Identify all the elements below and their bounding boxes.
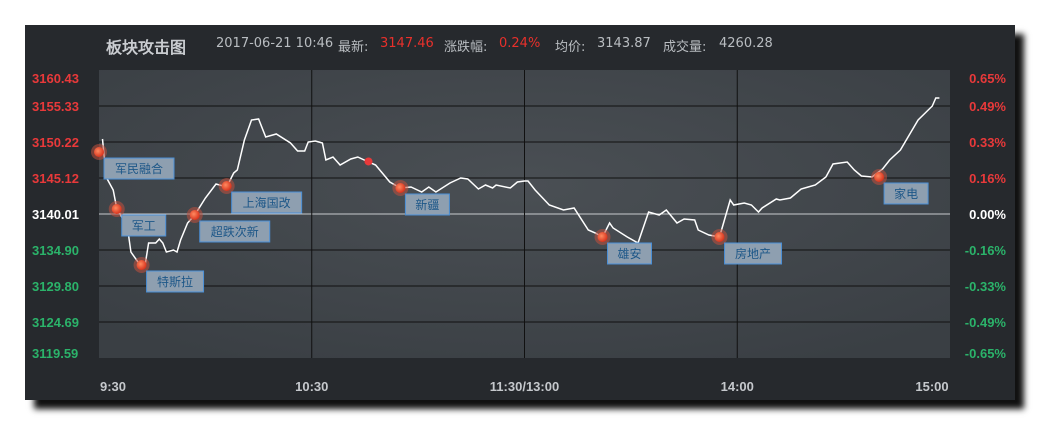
event-label: 上海国改 <box>243 195 291 210</box>
y-tick-label-left: 3124.69 <box>32 315 79 330</box>
event-label-box <box>103 157 175 180</box>
datetime: 2017-06-21 10:46 <box>216 36 334 51</box>
event-label: 房地产 <box>735 246 771 261</box>
event-label: 新疆 <box>415 197 439 212</box>
change-value: 0.24% <box>499 36 541 51</box>
event-label-box <box>883 182 929 205</box>
event-label: 军民融合 <box>115 161 163 176</box>
event-label-box <box>724 242 783 265</box>
avg-value: 3143.87 <box>597 36 651 51</box>
y-tick-label-left: 3160.43 <box>32 71 79 86</box>
volume-label: 成交量: <box>663 40 707 55</box>
volume-value: 4260.28 <box>719 36 773 51</box>
y-tick-label-left: 3119.59 <box>32 346 78 361</box>
event-label-box <box>199 220 271 243</box>
latest-value: 3147.46 <box>380 36 434 51</box>
event-label-box <box>231 191 303 214</box>
y-tick-label-left: 3145.12 <box>32 171 79 186</box>
y-tick-label-right: -0.16% <box>965 243 1007 258</box>
y-tick-label-right: 0.49% <box>969 99 1006 114</box>
y-tick-label-right: 0.65% <box>969 71 1006 86</box>
event-marker <box>94 147 104 158</box>
y-tick-label-right: 0.00% <box>969 207 1006 222</box>
y-tick-label-right: -0.49% <box>965 315 1007 330</box>
y-tick-label-right: 0.16% <box>969 171 1006 186</box>
x-tick-label: 15:00 <box>915 379 948 394</box>
y-tick-label-left: 3134.90 <box>32 243 79 258</box>
event-marker <box>597 231 608 242</box>
event-label: 家电 <box>894 186 918 201</box>
x-tick-label: 10:30 <box>295 379 328 394</box>
event-label-box <box>146 270 205 293</box>
event-label-box <box>404 193 450 216</box>
y-tick-label-right: -0.65% <box>965 346 1007 361</box>
x-tick-label: 11:30/13:00 <box>490 379 559 394</box>
event-label: 超跌次新 <box>211 224 259 239</box>
y-tick-label-left: 3140.01 <box>32 207 79 222</box>
y-tick-label-left: 3150.22 <box>32 135 79 150</box>
event-marker <box>874 171 885 182</box>
latest-label: 最新: <box>338 40 369 55</box>
change-label: 涨跌幅: <box>444 40 488 55</box>
event-marker <box>395 182 406 193</box>
event-marker <box>221 181 232 192</box>
event-label: 特斯拉 <box>157 274 193 289</box>
event-label: 雄安 <box>618 246 642 261</box>
y-tick-label-left: 3129.80 <box>32 279 79 294</box>
current-price-dot <box>364 157 373 166</box>
chart-header: 板块攻击图 2017-06-21 10:46 最新: 3147.46 涨跌幅: … <box>0 0 1040 57</box>
y-tick-label-right: -0.33% <box>965 279 1007 294</box>
event-marker <box>111 203 122 214</box>
event-label: 军工 <box>132 219 156 233</box>
event-marker <box>189 209 200 220</box>
y-tick-label-left: 3155.33 <box>32 99 79 114</box>
event-marker <box>714 231 725 242</box>
avg-label: 均价: <box>555 40 586 55</box>
chart-title: 板块攻击图 <box>106 38 187 57</box>
event-label-box <box>121 214 167 237</box>
event-marker <box>136 259 147 270</box>
y-tick-label-right: 0.33% <box>969 135 1006 150</box>
x-tick-label: 14:00 <box>721 379 754 394</box>
event-label-box <box>607 242 653 265</box>
x-tick-label: 9:30 <box>100 379 126 394</box>
